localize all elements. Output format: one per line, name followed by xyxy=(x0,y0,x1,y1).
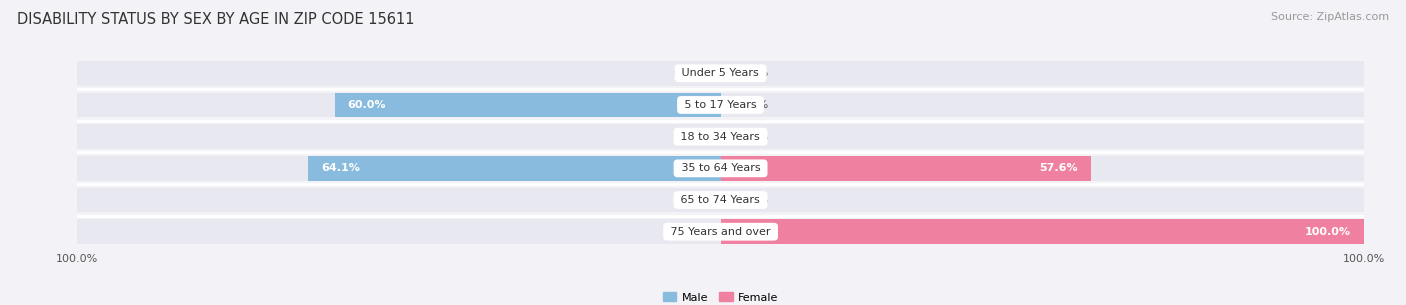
Bar xyxy=(335,93,721,117)
Bar xyxy=(721,156,1091,181)
Text: 0.0%: 0.0% xyxy=(673,227,702,237)
Text: 60.0%: 60.0% xyxy=(347,100,387,110)
Text: 0.0%: 0.0% xyxy=(740,195,768,205)
Text: 0.0%: 0.0% xyxy=(740,100,768,110)
Text: 0.0%: 0.0% xyxy=(740,132,768,142)
Bar xyxy=(721,219,1364,244)
Text: 0.0%: 0.0% xyxy=(673,195,702,205)
Bar xyxy=(77,93,721,117)
Text: Under 5 Years: Under 5 Years xyxy=(679,68,762,78)
Text: 0.0%: 0.0% xyxy=(740,68,768,78)
Bar xyxy=(721,156,1364,181)
Text: DISABILITY STATUS BY SEX BY AGE IN ZIP CODE 15611: DISABILITY STATUS BY SEX BY AGE IN ZIP C… xyxy=(17,12,415,27)
Bar xyxy=(77,188,721,212)
Bar xyxy=(77,219,721,244)
Text: 57.6%: 57.6% xyxy=(1039,163,1078,173)
Bar xyxy=(721,93,1364,117)
Text: 100.0%: 100.0% xyxy=(1305,227,1351,237)
Text: 5 to 17 Years: 5 to 17 Years xyxy=(681,100,761,110)
Text: 75 Years and over: 75 Years and over xyxy=(666,227,775,237)
Bar xyxy=(721,219,1364,244)
Bar xyxy=(721,61,1364,86)
Text: 0.0%: 0.0% xyxy=(673,132,702,142)
Bar xyxy=(77,61,721,86)
Bar xyxy=(721,124,1364,149)
Bar xyxy=(308,156,721,181)
Text: 0.0%: 0.0% xyxy=(673,68,702,78)
Text: 65 to 74 Years: 65 to 74 Years xyxy=(678,195,763,205)
Bar xyxy=(77,124,721,149)
Bar xyxy=(77,156,721,181)
Text: 18 to 34 Years: 18 to 34 Years xyxy=(678,132,763,142)
Legend: Male, Female: Male, Female xyxy=(658,288,783,305)
Text: 35 to 64 Years: 35 to 64 Years xyxy=(678,163,763,173)
Bar xyxy=(721,188,1364,212)
Text: Source: ZipAtlas.com: Source: ZipAtlas.com xyxy=(1271,12,1389,22)
Text: 64.1%: 64.1% xyxy=(321,163,360,173)
